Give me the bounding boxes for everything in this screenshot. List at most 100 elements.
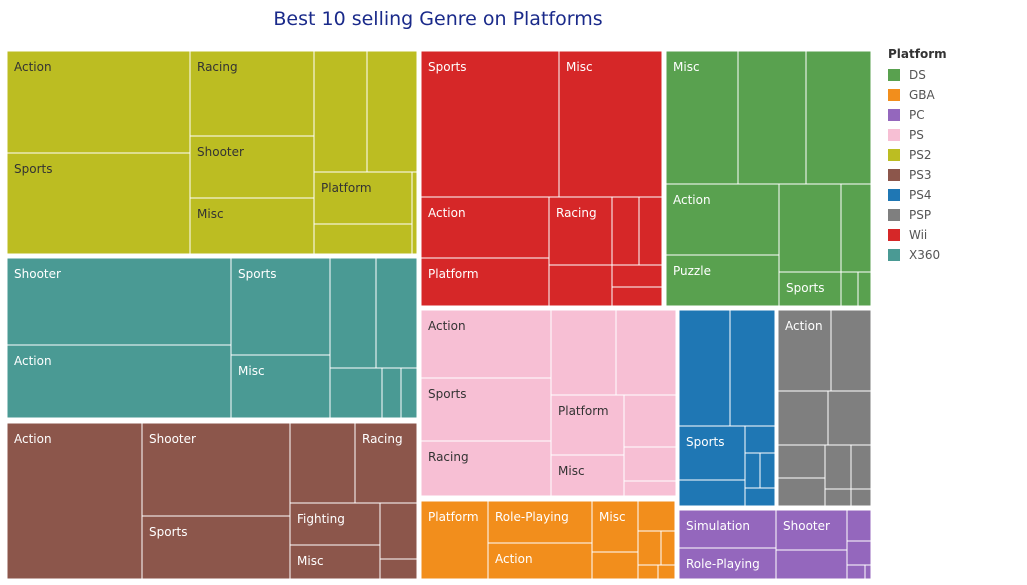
treemap-cell-ps3-action[interactable]: Action	[6, 422, 143, 580]
treemap-cell-gba-misc[interactable]: Misc	[591, 500, 639, 553]
treemap-rect[interactable]	[230, 354, 331, 419]
treemap-cell-pc-93[interactable]	[864, 564, 872, 580]
treemap-rect[interactable]	[638, 196, 663, 266]
treemap-cell-ps-56[interactable]	[623, 446, 677, 482]
treemap-cell-wii-misc[interactable]: Misc	[558, 50, 663, 198]
treemap-cell-ds-puzzle[interactable]: Puzzle	[665, 254, 780, 307]
legend-item-psp[interactable]: PSP	[888, 205, 947, 225]
treemap-rect[interactable]	[678, 509, 777, 549]
treemap-cell-gba-83[interactable]	[660, 530, 676, 566]
treemap-rect[interactable]	[744, 487, 776, 507]
treemap-cell-x360-18[interactable]	[400, 367, 418, 419]
treemap-cell-ps2-sports[interactable]: Sports	[6, 152, 191, 255]
treemap-rect[interactable]	[611, 286, 663, 307]
treemap-rect[interactable]	[289, 422, 356, 504]
treemap-cell-ps2-5[interactable]	[313, 50, 368, 173]
treemap-cell-ps4-61[interactable]	[678, 479, 746, 507]
treemap-cell-gba-platform[interactable]: Platform	[420, 500, 489, 580]
treemap-cell-ps2-9[interactable]	[411, 171, 418, 255]
treemap-rect[interactable]	[313, 223, 413, 255]
treemap-cell-ps4-sports[interactable]: Sports	[678, 425, 746, 481]
treemap-cell-ps3-26[interactable]	[379, 502, 418, 560]
treemap-rect[interactable]	[846, 564, 866, 580]
treemap-rect[interactable]	[313, 50, 368, 173]
treemap-rect[interactable]	[623, 446, 677, 482]
treemap-rect[interactable]	[775, 509, 848, 551]
legend-item-ps4[interactable]: PS4	[888, 185, 947, 205]
treemap-rect[interactable]	[678, 425, 746, 481]
treemap-rect[interactable]	[657, 564, 676, 580]
treemap-rect[interactable]	[637, 530, 662, 566]
treemap-rect[interactable]	[665, 254, 780, 307]
treemap-rect[interactable]	[611, 196, 640, 266]
treemap-rect[interactable]	[379, 502, 418, 560]
treemap-cell-pc-89[interactable]	[775, 549, 848, 580]
treemap-rect[interactable]	[400, 367, 418, 419]
treemap-rect[interactable]	[737, 50, 807, 185]
treemap-cell-ps4-62[interactable]	[744, 425, 776, 454]
treemap-rect[interactable]	[850, 488, 872, 507]
treemap-rect[interactable]	[354, 422, 418, 504]
legend-item-ps3[interactable]: PS3	[888, 165, 947, 185]
treemap-rect[interactable]	[744, 425, 776, 454]
treemap-cell-ds-43[interactable]	[778, 183, 842, 273]
treemap-rect[interactable]	[759, 452, 776, 489]
treemap-rect[interactable]	[6, 257, 232, 346]
treemap-rect[interactable]	[379, 558, 418, 580]
treemap-cell-x360-action[interactable]: Action	[6, 344, 232, 419]
treemap-rect[interactable]	[141, 515, 291, 580]
treemap-cell-ps-sports[interactable]: Sports	[420, 377, 552, 442]
treemap-cell-ds-47[interactable]	[857, 271, 872, 307]
treemap-cell-gba-85[interactable]	[657, 564, 676, 580]
treemap-rect[interactable]	[678, 547, 777, 580]
treemap-cell-ps-51[interactable]	[550, 309, 617, 396]
treemap-cell-psp-67[interactable]	[830, 309, 872, 392]
treemap-rect[interactable]	[623, 480, 677, 497]
treemap-rect[interactable]	[550, 394, 625, 456]
treemap-cell-ps3-fighting[interactable]: Fighting	[289, 502, 381, 546]
treemap-rect[interactable]	[840, 271, 859, 307]
treemap-cell-ps4-63[interactable]	[744, 452, 761, 489]
treemap-rect[interactable]	[611, 264, 663, 288]
treemap-rect[interactable]	[6, 152, 191, 255]
treemap-cell-ps3-sports[interactable]: Sports	[141, 515, 291, 580]
treemap-cell-pc-shooter[interactable]: Shooter	[775, 509, 848, 551]
treemap-rect[interactable]	[777, 309, 832, 392]
treemap-rect[interactable]	[678, 479, 746, 507]
treemap-cell-gba-84[interactable]	[637, 564, 659, 580]
treemap-cell-ds-40[interactable]	[805, 50, 872, 185]
treemap-rect[interactable]	[864, 564, 872, 580]
treemap-rect[interactable]	[550, 309, 617, 396]
treemap-cell-ds-action[interactable]: Action	[665, 183, 780, 256]
treemap-cell-psp-73[interactable]	[850, 444, 872, 490]
treemap-cell-ps2-6[interactable]	[366, 50, 418, 173]
legend-item-x360[interactable]: X360	[888, 245, 947, 265]
treemap-cell-ps-racing[interactable]: Racing	[420, 440, 552, 497]
treemap-cell-psp-70[interactable]	[777, 444, 826, 479]
treemap-rect[interactable]	[615, 309, 677, 396]
treemap-cell-pc-92[interactable]	[846, 564, 866, 580]
treemap-rect[interactable]	[548, 264, 613, 307]
treemap-rect[interactable]	[6, 344, 232, 419]
treemap-rect[interactable]	[777, 444, 826, 479]
treemap-cell-ps2-platform[interactable]: Platform	[313, 171, 413, 225]
treemap-cell-ps3-22[interactable]	[289, 422, 356, 504]
treemap-cell-ps-57[interactable]	[623, 480, 677, 497]
treemap-cell-pc-simulation[interactable]: Simulation	[678, 509, 777, 549]
legend-item-ds[interactable]: DS	[888, 65, 947, 85]
treemap-rect[interactable]	[313, 171, 413, 225]
treemap-cell-gba-action[interactable]: Action	[487, 542, 593, 580]
treemap-cell-ps2-misc[interactable]: Misc	[189, 197, 315, 255]
treemap-rect[interactable]	[665, 50, 739, 185]
treemap-rect[interactable]	[840, 183, 872, 273]
treemap-rect[interactable]	[850, 444, 872, 490]
treemap-cell-ps4-64[interactable]	[759, 452, 776, 489]
treemap-cell-wii-action[interactable]: Action	[420, 196, 550, 259]
treemap-cell-ps3-misc[interactable]: Misc	[289, 544, 381, 580]
treemap-cell-ds-sports[interactable]: Sports	[778, 271, 842, 307]
treemap-rect[interactable]	[824, 444, 852, 490]
treemap-rect[interactable]	[329, 257, 377, 369]
treemap-cell-x360-16[interactable]	[329, 367, 383, 419]
treemap-rect[interactable]	[558, 50, 663, 198]
treemap-cell-psp-68[interactable]	[777, 390, 829, 446]
